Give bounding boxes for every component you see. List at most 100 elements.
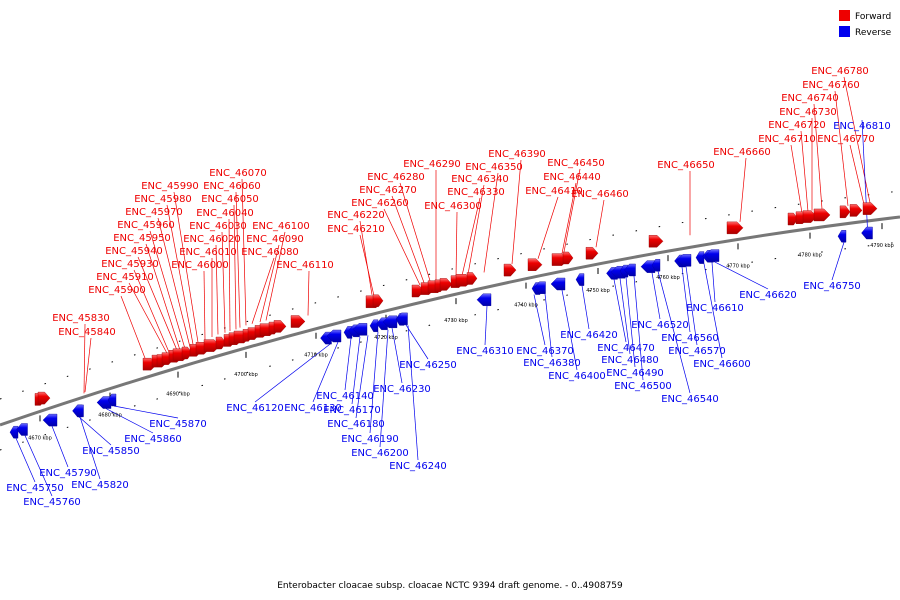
- forward-gene-label[interactable]: ENC_46210: [327, 224, 385, 235]
- forward-gene-enc_46760[interactable]: [839, 205, 851, 219]
- reverse-gene-enc_46570[interactable]: [676, 254, 692, 267]
- forward-gene-label[interactable]: ENC_46280: [367, 172, 425, 183]
- reverse-gene-label[interactable]: ENC_46520: [631, 320, 689, 331]
- reverse-gene-label[interactable]: ENC_46170: [323, 405, 381, 416]
- reverse-gene-label[interactable]: ENC_46400: [548, 371, 606, 382]
- forward-gene-enc_46010[interactable]: [215, 336, 227, 350]
- forward-gene-label[interactable]: ENC_45910: [96, 272, 154, 283]
- forward-gene-enc_46740[interactable]: [813, 208, 831, 222]
- forward-gene-enc_46410[interactable]: [527, 258, 543, 271]
- forward-gene-enc_46450[interactable]: [562, 251, 574, 265]
- reverse-gene-label[interactable]: ENC_46130: [284, 403, 342, 414]
- forward-gene-label[interactable]: ENC_45980: [134, 194, 192, 205]
- reverse-gene-label[interactable]: ENC_45750: [6, 483, 64, 494]
- reverse-gene-label[interactable]: ENC_45860: [124, 434, 182, 445]
- reverse-gene-label[interactable]: ENC_46200: [351, 448, 409, 459]
- forward-gene-label[interactable]: ENC_46260: [351, 198, 409, 209]
- reverse-gene-label[interactable]: ENC_46560: [661, 333, 719, 344]
- forward-gene-label[interactable]: ENC_45950: [113, 233, 171, 244]
- forward-gene-label[interactable]: ENC_46650: [657, 160, 715, 171]
- reverse-gene-label[interactable]: ENC_46120: [226, 403, 284, 414]
- forward-gene-enc_46100[interactable]: [273, 320, 287, 333]
- forward-gene-label[interactable]: ENC_46410: [525, 186, 583, 197]
- forward-gene-enc_46300[interactable]: [439, 278, 453, 291]
- forward-gene-label[interactable]: ENC_46010: [179, 247, 237, 258]
- forward-gene-label[interactable]: ENC_45990: [141, 181, 199, 192]
- forward-gene-label[interactable]: ENC_46090: [246, 234, 304, 245]
- reverse-gene-label[interactable]: ENC_46500: [614, 381, 672, 392]
- reverse-gene-enc_45870[interactable]: [107, 393, 117, 407]
- reverse-gene-enc_46420[interactable]: [575, 273, 585, 286]
- reverse-gene-enc_46130[interactable]: [326, 329, 342, 343]
- reverse-gene-label[interactable]: ENC_46540: [661, 394, 719, 405]
- forward-gene-enc_46650[interactable]: [648, 235, 664, 248]
- forward-gene-label[interactable]: ENC_46780: [811, 66, 869, 77]
- reverse-gene-enc_46620[interactable]: [704, 249, 720, 262]
- reverse-gene-enc_45860[interactable]: [96, 396, 112, 409]
- reverse-gene-enc_46750[interactable]: [837, 230, 847, 243]
- reverse-gene-label[interactable]: ENC_46480: [601, 355, 659, 366]
- reverse-gene-label[interactable]: ENC_46240: [389, 461, 447, 472]
- reverse-gene-enc_46180[interactable]: [352, 323, 368, 336]
- forward-gene-label[interactable]: ENC_46050: [201, 194, 259, 205]
- forward-gene-label[interactable]: ENC_45960: [117, 220, 175, 231]
- forward-gene-label[interactable]: ENC_46100: [252, 221, 310, 232]
- forward-gene-label[interactable]: ENC_46340: [451, 174, 509, 185]
- reverse-gene-label[interactable]: ENC_46570: [668, 346, 726, 357]
- forward-gene-label[interactable]: ENC_46740: [781, 93, 839, 104]
- forward-gene-label[interactable]: ENC_46270: [359, 185, 417, 196]
- reverse-gene-label[interactable]: ENC_45820: [71, 480, 129, 491]
- reverse-gene-label[interactable]: ENC_45850: [82, 446, 140, 457]
- reverse-gene-label[interactable]: ENC_46180: [327, 419, 385, 430]
- reverse-gene-enc_46540[interactable]: [651, 259, 661, 272]
- forward-gene-label[interactable]: ENC_46730: [779, 107, 837, 118]
- forward-gene-label[interactable]: ENC_45900: [88, 285, 146, 296]
- forward-gene-label[interactable]: ENC_45930: [101, 259, 159, 270]
- reverse-gene-label[interactable]: ENC_46370: [516, 346, 574, 357]
- forward-gene-enc_45840[interactable]: [37, 391, 51, 405]
- reverse-gene-label[interactable]: ENC_45790: [39, 468, 97, 479]
- forward-gene-label[interactable]: ENC_46290: [403, 159, 461, 170]
- forward-gene-label[interactable]: ENC_46000: [171, 260, 229, 271]
- reverse-gene-enc_46250[interactable]: [396, 312, 408, 326]
- forward-gene-enc_46780[interactable]: [862, 202, 878, 215]
- forward-gene-enc_46660[interactable]: [726, 221, 744, 235]
- reverse-gene-enc_45790[interactable]: [42, 413, 58, 427]
- reverse-gene-label[interactable]: ENC_45760: [23, 497, 81, 508]
- forward-gene-label[interactable]: ENC_46020: [183, 234, 241, 245]
- forward-gene-label[interactable]: ENC_46350: [465, 162, 523, 173]
- reverse-gene-label[interactable]: ENC_46380: [523, 358, 581, 369]
- forward-gene-label[interactable]: ENC_46040: [196, 208, 254, 219]
- forward-gene-label[interactable]: ENC_46080: [241, 247, 299, 258]
- forward-gene-enc_46460[interactable]: [585, 247, 599, 260]
- reverse-gene-enc_46310[interactable]: [476, 293, 492, 306]
- forward-gene-label[interactable]: ENC_46460: [571, 189, 629, 200]
- reverse-gene-enc_46380[interactable]: [534, 281, 546, 294]
- forward-gene-enc_46710[interactable]: [787, 212, 799, 226]
- reverse-gene-enc_46600[interactable]: [695, 251, 705, 264]
- forward-gene-enc_46350[interactable]: [466, 272, 478, 285]
- forward-gene-label[interactable]: ENC_46440: [543, 172, 601, 183]
- forward-gene-label[interactable]: ENC_46760: [802, 80, 860, 91]
- forward-gene-label[interactable]: ENC_46300: [424, 201, 482, 212]
- reverse-gene-label[interactable]: ENC_46610: [686, 303, 744, 314]
- reverse-gene-label[interactable]: ENC_45870: [149, 419, 207, 430]
- reverse-gene-enc_46190[interactable]: [369, 319, 379, 332]
- reverse-gene-label[interactable]: ENC_46600: [693, 359, 751, 370]
- reverse-gene-label[interactable]: ENC_46750: [803, 281, 861, 292]
- forward-gene-label[interactable]: ENC_46110: [276, 260, 334, 271]
- reverse-gene-label[interactable]: ENC_46140: [316, 391, 374, 402]
- reverse-gene-label[interactable]: ENC_46310: [456, 346, 514, 357]
- reverse-gene-label[interactable]: ENC_46250: [399, 360, 457, 371]
- reverse-gene-label[interactable]: ENC_46420: [560, 330, 618, 341]
- forward-gene-enc_46110[interactable]: [290, 315, 306, 328]
- forward-gene-enc_46220[interactable]: [372, 294, 384, 307]
- reverse-gene-label[interactable]: ENC_46490: [606, 368, 664, 379]
- forward-gene-label[interactable]: ENC_45970: [125, 207, 183, 218]
- forward-gene-label[interactable]: ENC_46710: [758, 134, 816, 145]
- reverse-gene-enc_46400[interactable]: [550, 277, 566, 291]
- reverse-gene-label[interactable]: ENC_46470: [597, 343, 655, 354]
- reverse-gene-enc_46520[interactable]: [640, 260, 656, 273]
- forward-gene-enc_46390[interactable]: [503, 263, 517, 277]
- reverse-gene-enc_45750[interactable]: [9, 426, 19, 439]
